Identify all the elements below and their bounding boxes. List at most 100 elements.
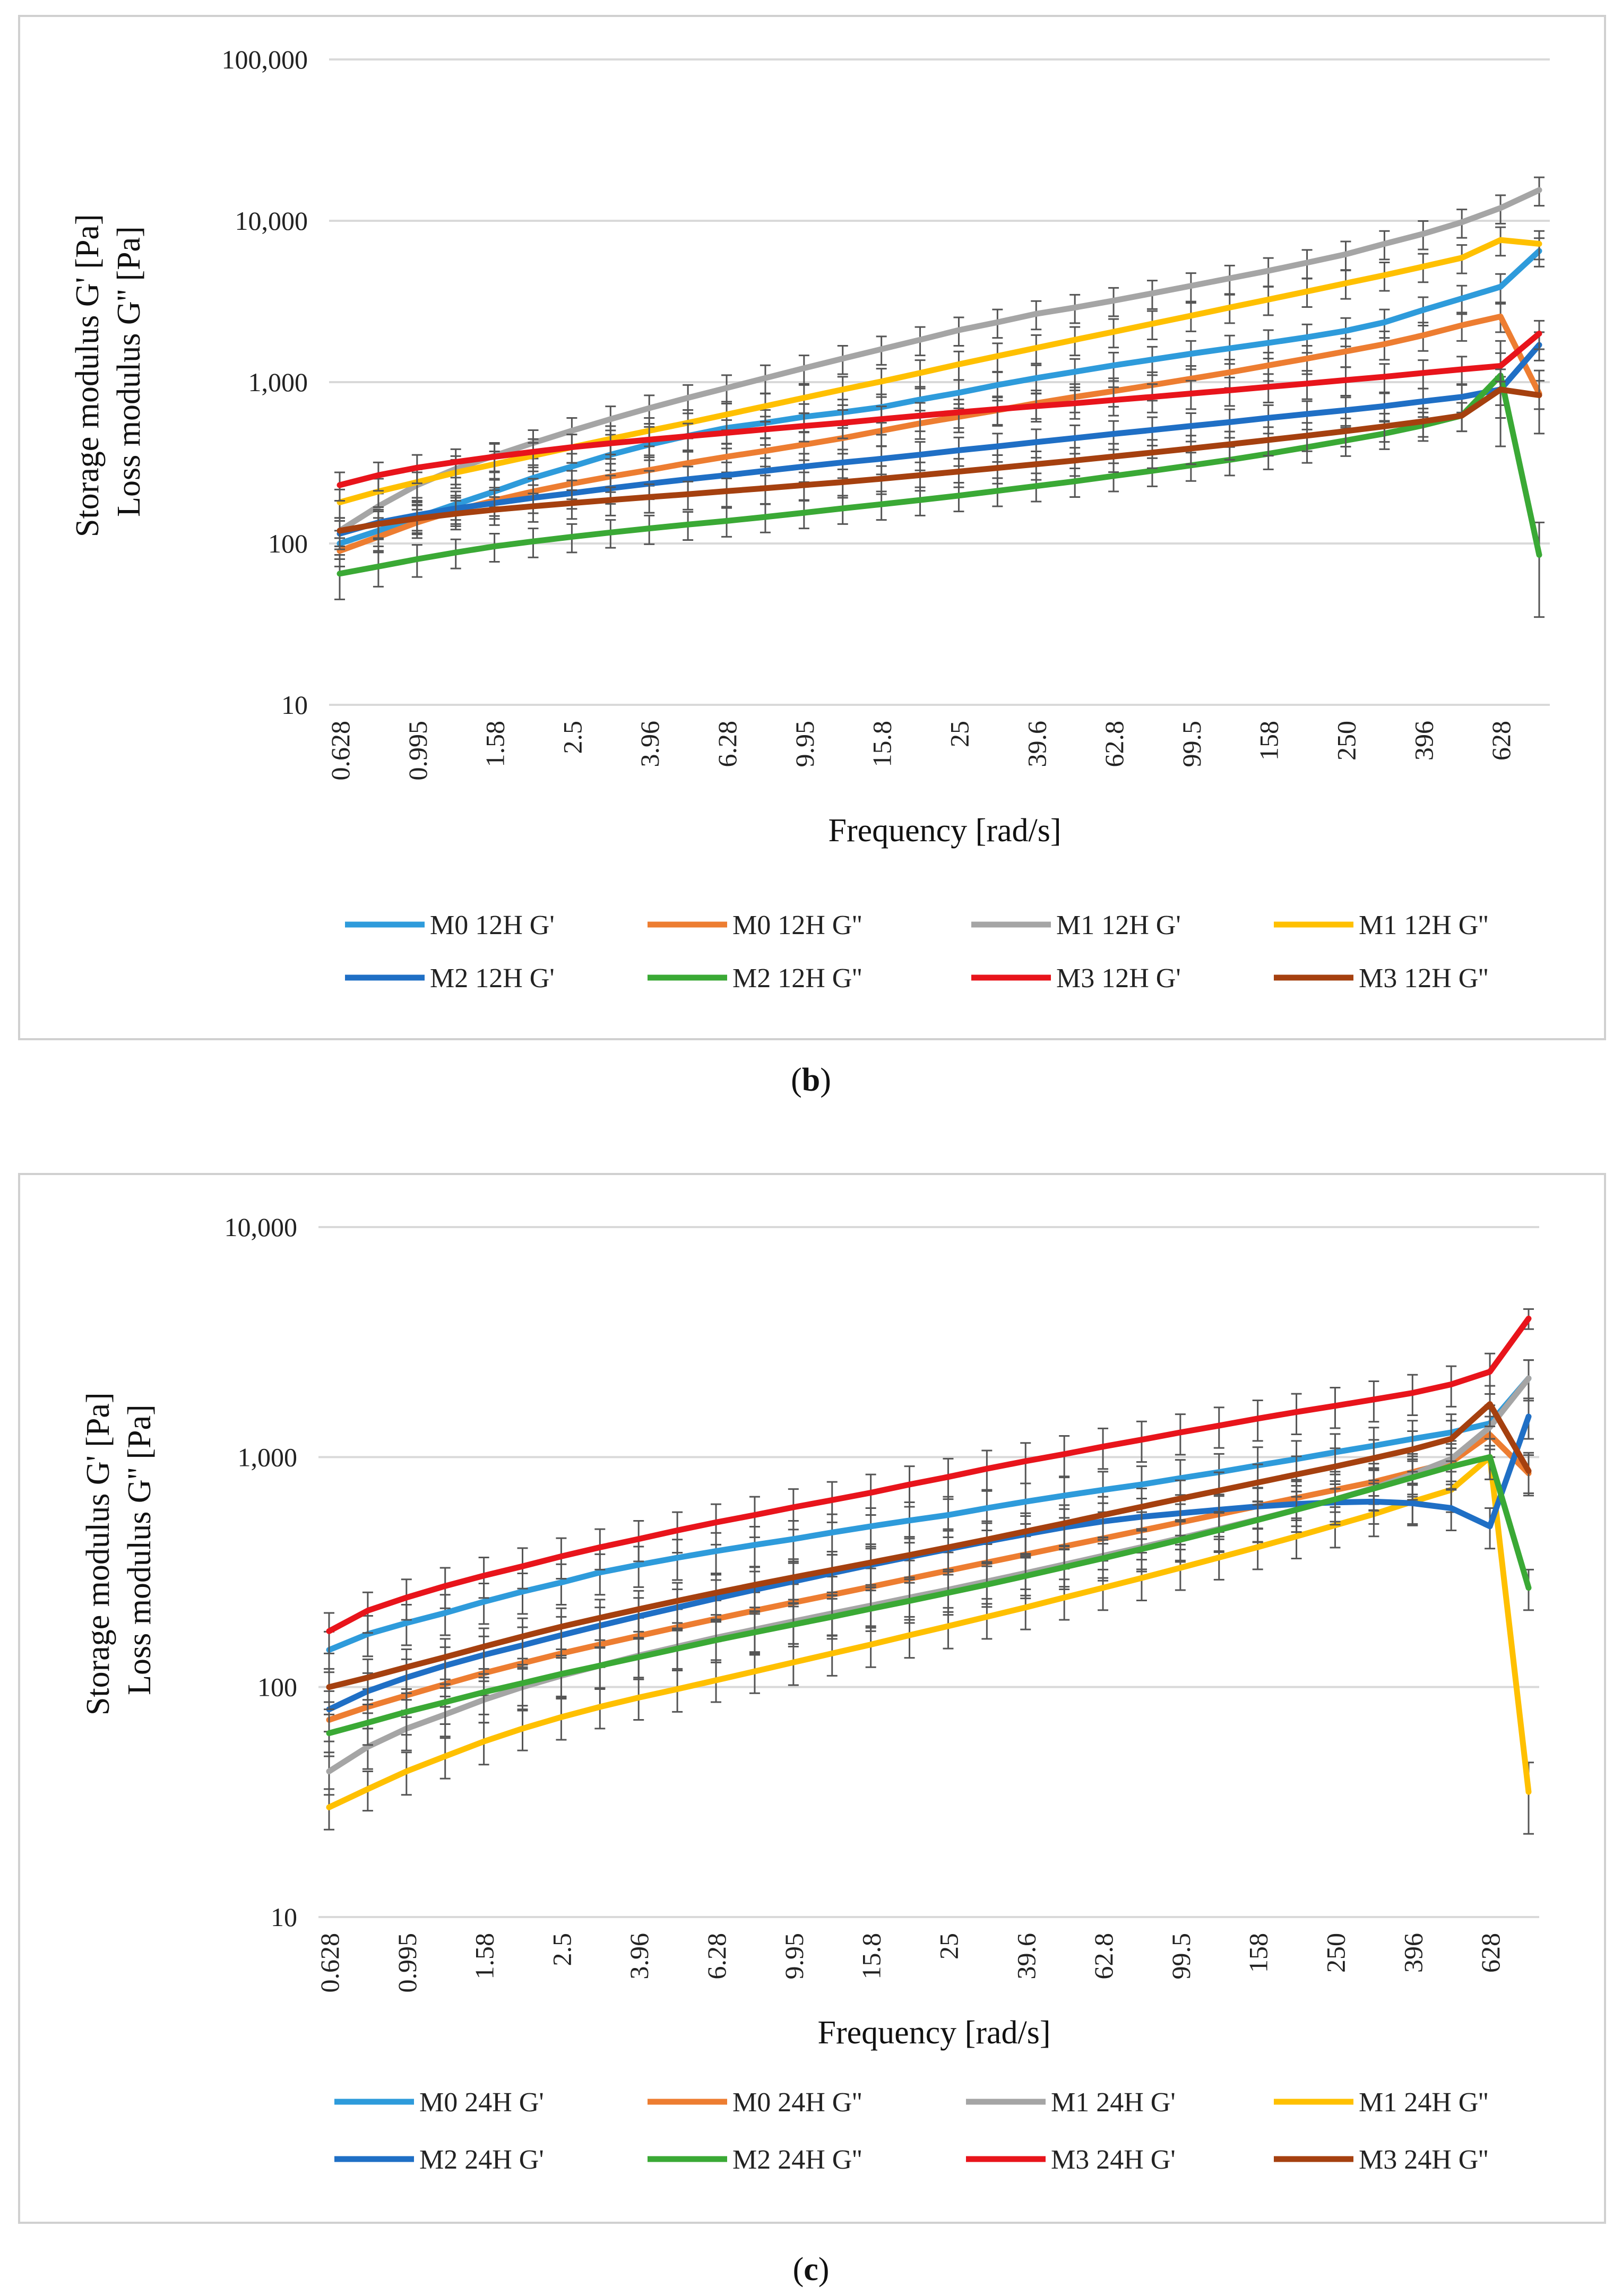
chart-b-legend-item: M2 12H G' xyxy=(345,963,555,994)
chart-b-x-ticks: 0.628 0.995 1.58 2.5 3.96 6.28 9.95 15.8 25 39.6 6… xyxy=(325,721,1516,781)
chart-c-legend-item: M2 24H G'' xyxy=(648,2145,862,2175)
chart-c-legend-item: M2 24H G' xyxy=(334,2145,544,2175)
chart-b-y-tick-label: 100,000 xyxy=(222,45,308,74)
chart-b-y-tick-label: 10,000 xyxy=(235,206,308,236)
chart-b-y-axis-label: Storage modulus G' [Pa] Loss modulus G''… xyxy=(70,206,147,537)
chart-c-legend-label: M2 24H G'' xyxy=(732,2145,862,2175)
chart-c-legend-item: M0 24H G' xyxy=(334,2087,544,2118)
chart-b-legend-label: M2 12H G' xyxy=(430,963,555,994)
chart-c-series xyxy=(324,1308,1534,1835)
chart-c-x-tick-label: 3.96 xyxy=(624,1933,654,1980)
chart-c-x-tick-label: 396 xyxy=(1398,1933,1428,1973)
chart-b-y-label-line-1: Storage modulus G' [Pa] xyxy=(70,214,106,537)
chart-c-series-line xyxy=(326,1431,1532,1723)
chart-b-x-tick-label: 2.5 xyxy=(557,721,587,754)
chart-c-legend-label: M1 24H G' xyxy=(1051,2087,1176,2118)
caption-b: (b) xyxy=(791,1062,831,1098)
chart-b-legend-label: M3 12H G'' xyxy=(1359,963,1488,994)
chart-c-x-tick-label: 6.28 xyxy=(702,1933,731,1980)
chart-c-y-ticks: 10 100 1,000 10,000 xyxy=(225,1212,298,1932)
chart-b-series-line xyxy=(337,372,1542,577)
chart-c-legend-item: M3 24H G'' xyxy=(1274,2145,1488,2175)
chart-b-series-line xyxy=(337,313,1542,554)
chart-c-x-tick-label: 9.95 xyxy=(779,1933,809,1980)
chart-c-y-axis-label: Storage modulus G' [Pa] Loss modulus G''… xyxy=(80,1384,158,1715)
chart-panel-c: 10 100 1,000 10,000 0.628 0.995 1.58 2.5 3.96 6.… xyxy=(18,1173,1606,2224)
chart-b-legend-label: M1 12H G' xyxy=(1056,910,1181,940)
chart-c-y-label-line-2: Loss modulus G'' [Pa] xyxy=(122,1404,158,1695)
chart-c-x-tick-label: 628 xyxy=(1476,1933,1505,1973)
chart-b-x-tick-label: 25 xyxy=(944,721,974,747)
chart-b-series-line xyxy=(337,187,1542,534)
chart-c-y-tick-label: 1,000 xyxy=(238,1442,298,1472)
chart-b-legend-item: M0 12H G' xyxy=(345,910,555,940)
chart-b-y-tick-label: 1,000 xyxy=(248,367,308,397)
chart-b-x-tick-label: 396 xyxy=(1409,721,1438,761)
chart-c-y-tick-label: 10 xyxy=(271,1902,297,1932)
chart-b-x-tick-label: 62.8 xyxy=(1099,721,1129,767)
chart-b-series-line xyxy=(337,386,1542,534)
chart-b-series-line xyxy=(337,331,1542,488)
chart-c-x-tick-label: 39.6 xyxy=(1011,1933,1041,1980)
chart-c-series-line xyxy=(326,1401,1532,1690)
chart-c-x-tick-label: 25 xyxy=(934,1933,963,1960)
chart-c-x-ticks: 0.628 0.995 1.58 2.5 3.96 6.28 9.95 15.8 25 39.6 6… xyxy=(315,1933,1505,1993)
chart-b-y-ticks: 10 100 1,000 10,000 100,000 xyxy=(222,45,308,720)
chart-b-legend-item: M3 12H G' xyxy=(971,963,1181,994)
chart-b-series-line xyxy=(337,342,1542,537)
chart-b-legend: M0 12H G' M0 12H G'' M1 12H G' M1 12H G'' M2… xyxy=(345,910,1488,994)
chart-b-series-7 xyxy=(334,368,1545,547)
chart-b-x-tick-label: 3.96 xyxy=(635,721,665,767)
chart-c-legend-item: M1 24H G'' xyxy=(1274,2087,1488,2118)
chart-c-legend-label: M0 24H G'' xyxy=(732,2087,862,2118)
chart-b-x-tick-label: 158 xyxy=(1254,721,1284,761)
chart-b-legend-label: M0 12H G'' xyxy=(732,910,862,940)
chart-b-y-label-line-2: Loss modulus G'' [Pa] xyxy=(111,226,147,517)
chart-c-x-tick-label: 1.58 xyxy=(470,1933,499,1980)
chart-c-series-line xyxy=(326,1454,1532,1810)
chart-c-x-tick-label: 99.5 xyxy=(1166,1933,1196,1980)
chart-b-border xyxy=(18,15,1606,1040)
chart-c-y-tick-label: 100 xyxy=(257,1672,297,1702)
chart-c-x-tick-label: 15.8 xyxy=(857,1933,886,1980)
chart-c-legend-label: M3 24H G' xyxy=(1051,2145,1176,2175)
chart-b-x-tick-label: 250 xyxy=(1331,721,1361,761)
chart-b-series-line xyxy=(337,248,1542,547)
chart-b-x-tick-label: 6.28 xyxy=(712,721,742,767)
chart-b-legend-item: M3 12H G'' xyxy=(1274,963,1488,994)
chart-c-series-line xyxy=(326,1315,1532,1634)
chart-b-legend-item: M2 12H G'' xyxy=(648,963,862,994)
chart-b-legend-item: M0 12H G'' xyxy=(648,910,862,940)
chart-c-x-tick-label: 250 xyxy=(1321,1933,1350,1973)
chart-b-y-tick-label: 100 xyxy=(268,529,308,558)
chart-c-x-axis-label: Frequency [rad/s] xyxy=(818,2015,1051,2051)
chart-c-legend-item: M0 24H G'' xyxy=(648,2087,862,2118)
chart-b-x-tick-label: 628 xyxy=(1486,721,1516,761)
chart-c-x-tick-label: 2.5 xyxy=(547,1933,576,1966)
chart-c-series-line xyxy=(326,1375,1532,1653)
chart-c-y-label-line-1: Storage modulus G' [Pa] xyxy=(80,1392,116,1715)
chart-b-x-tick-label: 1.58 xyxy=(480,721,510,767)
chart-b-x-tick-label: 15.8 xyxy=(867,721,897,767)
chart-panel-b: 10 100 1,000 10,000 100,000 0.628 0.995 1.58 2.… xyxy=(18,15,1606,1040)
chart-c-series-7 xyxy=(324,1385,1534,1711)
caption-c-letter: c xyxy=(804,2251,818,2288)
chart-b-series-line xyxy=(337,237,1542,505)
chart-c-x-tick-label: 158 xyxy=(1244,1933,1273,1973)
chart-c-series-6 xyxy=(324,1308,1534,1654)
chart-c-legend-item: M3 24H G' xyxy=(966,2145,1176,2175)
chart-b-legend-label: M0 12H G' xyxy=(430,910,555,940)
caption-c: (c) xyxy=(793,2251,830,2288)
chart-b-x-tick-label: 99.5 xyxy=(1177,721,1206,767)
chart-b-legend-item: M1 12H G'' xyxy=(1274,910,1488,940)
chart-c-legend-item: M1 24H G' xyxy=(966,2087,1176,2118)
chart-b-y-tick-label: 10 xyxy=(281,690,308,720)
chart-b-x-tick-label: 39.6 xyxy=(1022,721,1051,767)
chart-c-legend-label: M3 24H G'' xyxy=(1359,2145,1488,2175)
chart-c-y-tick-label: 10,000 xyxy=(225,1212,298,1242)
chart-c-legend: M0 24H G' M0 24H G'' M1 24H G' M1 24H G'' M2… xyxy=(334,2087,1488,2175)
chart-b-legend-label: M2 12H G'' xyxy=(732,963,862,994)
chart-b-x-tick-label: 0.995 xyxy=(403,721,433,781)
chart-c-legend-label: M1 24H G'' xyxy=(1359,2087,1488,2118)
